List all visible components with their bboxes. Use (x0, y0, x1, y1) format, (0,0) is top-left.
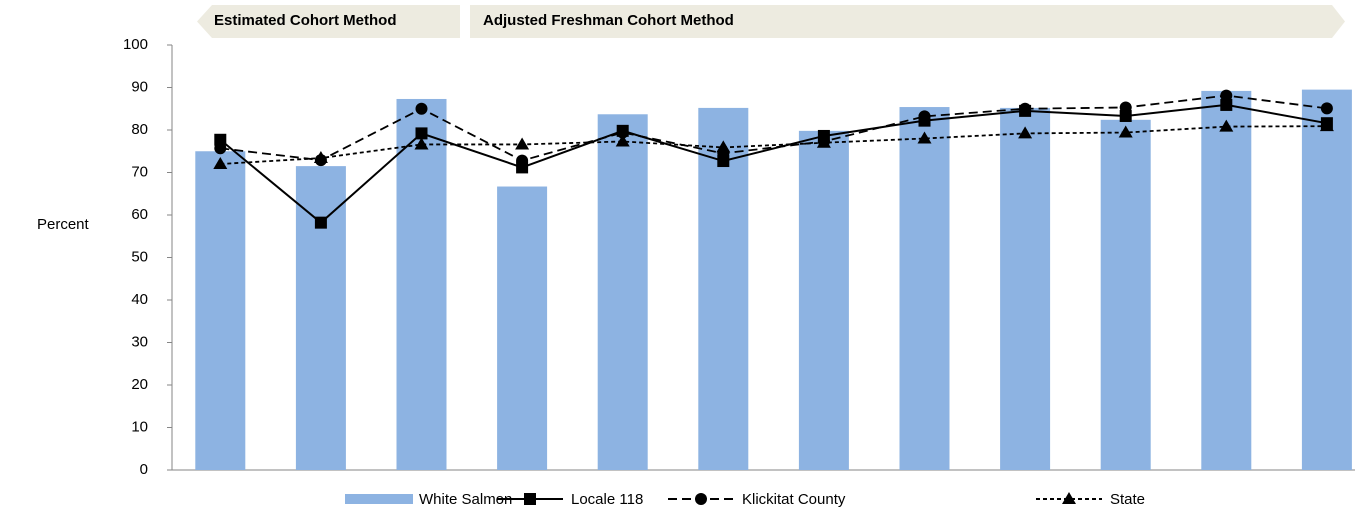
point (415, 102, 428, 115)
y-tick-label: 30 (131, 333, 148, 350)
legend-label: State (1110, 491, 1145, 508)
y-tick-label: 40 (131, 291, 148, 308)
point (716, 140, 731, 153)
bar (195, 151, 246, 470)
bar (1201, 90, 1252, 471)
point (917, 131, 932, 144)
bar (1000, 107, 1051, 471)
point (414, 137, 429, 150)
point (616, 126, 629, 139)
legend-label: Locale 118 (571, 491, 643, 508)
legend-swatch (345, 494, 413, 504)
y-tick-label: 60 (131, 206, 148, 223)
point (1320, 102, 1333, 115)
point (516, 154, 529, 167)
method-banner (197, 5, 460, 38)
point (515, 137, 530, 150)
method-label: Adjusted Freshman Cohort Method (483, 12, 734, 29)
legend-marker (524, 493, 536, 505)
bar (597, 114, 648, 471)
point (816, 135, 831, 148)
point (313, 151, 328, 164)
point (415, 127, 428, 140)
point (615, 134, 630, 147)
point (314, 216, 327, 229)
point (1018, 126, 1033, 139)
y-tick-label: 70 (131, 163, 148, 180)
bar (1100, 119, 1151, 471)
y-tick-label: 80 (131, 121, 148, 138)
point (1220, 89, 1233, 102)
method-label: Estimated Cohort Method (214, 12, 397, 29)
line (220, 125, 1327, 165)
legend-marker (695, 493, 707, 505)
y-axis-label: Percent (37, 216, 90, 233)
bar (899, 107, 950, 471)
y-tick-label: 20 (131, 376, 148, 393)
point (1019, 102, 1032, 115)
y-tick-label: 50 (131, 248, 148, 265)
y-tick-label: 90 (131, 78, 148, 95)
point (918, 110, 931, 123)
bar (1301, 89, 1352, 470)
bar (798, 130, 849, 470)
method-banner (470, 5, 1345, 38)
y-tick-label: 100 (123, 36, 148, 53)
point (213, 157, 228, 169)
y-tick-label: 0 (140, 461, 148, 478)
point (214, 142, 227, 155)
point (1118, 125, 1133, 138)
point (1319, 119, 1334, 132)
point (1220, 98, 1233, 111)
point (1119, 101, 1132, 114)
legend-label: White Salmon (419, 491, 512, 508)
bar (295, 166, 346, 470)
legend-marker (1062, 492, 1076, 504)
line (219, 103, 1328, 224)
y-tick-label: 10 (131, 418, 148, 435)
point (214, 133, 227, 146)
point (1119, 109, 1132, 122)
bar (396, 98, 447, 470)
line (220, 94, 1328, 162)
point (1219, 119, 1234, 132)
bar (497, 186, 548, 470)
legend-label: Klickitat County (742, 491, 846, 508)
bar (698, 107, 749, 471)
